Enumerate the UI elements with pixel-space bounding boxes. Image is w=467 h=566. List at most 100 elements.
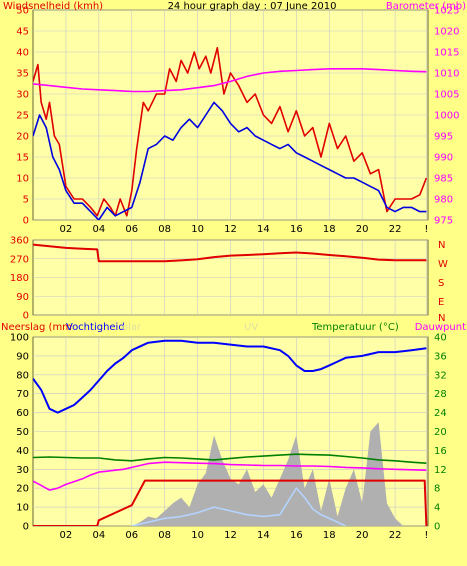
y-tick-label: 360 xyxy=(10,236,29,247)
y-tick-label: 50 xyxy=(16,6,29,17)
temperature-y-ticks: 0 4 8 12 16 20 24 28 32 36 40 xyxy=(434,333,447,533)
y2-tick-label: 1020 xyxy=(434,27,459,38)
rain-axis-label: Neerslag (mm xyxy=(1,322,72,333)
y2-tick-label: 0 xyxy=(434,522,440,533)
y2-tick-label: 990 xyxy=(434,153,453,164)
y2-tick-label: 980 xyxy=(434,195,453,206)
y-tick-label: 40 xyxy=(16,48,29,59)
y2-tick-label: 8 xyxy=(434,484,440,495)
y-tick-label: 10 xyxy=(16,174,29,185)
y-tick-label: 15 xyxy=(16,153,29,164)
barometer-y-ticks: 975 980 985 990 995 1000 1005 1010 1015 1020 1025 xyxy=(434,6,459,227)
humidity-axis-label: Vochtigheid xyxy=(66,322,125,333)
barometer-axis-label: Barometer (mb) xyxy=(386,1,466,12)
direction-series xyxy=(33,243,427,263)
y2-tick-label: 1000 xyxy=(434,111,459,122)
compass-label-east: E xyxy=(438,297,444,308)
series-neerslag xyxy=(33,479,428,526)
y-tick-label: 30 xyxy=(16,90,29,101)
x-tick-label: 20 xyxy=(356,224,369,235)
y-tick-label: 30 xyxy=(16,465,29,476)
x-tick-label: 10 xyxy=(191,530,204,541)
x-tick-label: 22 xyxy=(389,224,402,235)
y2-tick-label: 4 xyxy=(434,503,440,514)
x-tick-label: 06 xyxy=(125,530,138,541)
y-tick-label: 20 xyxy=(16,132,29,143)
x-tick-label: 20 xyxy=(356,530,369,541)
series-vochtigheid xyxy=(33,339,427,414)
rain-grid xyxy=(33,336,428,527)
y-tick-label: 90 xyxy=(16,292,29,303)
y-tick-label: 70 xyxy=(16,389,29,400)
wind-series xyxy=(33,46,428,220)
x-tick-label: 04 xyxy=(92,530,105,541)
y2-tick-label: 24 xyxy=(434,408,447,419)
x-tick-label: 12 xyxy=(224,530,237,541)
y2-tick-label: 12 xyxy=(434,465,447,476)
y-tick-label: 60 xyxy=(16,408,29,419)
y-tick-label: 0 xyxy=(23,522,29,533)
y-tick-label: 35 xyxy=(16,69,29,80)
y-tick-label: 270 xyxy=(10,254,29,265)
wind-axis-label: Windsnelheid (kmh) xyxy=(3,1,103,12)
y-tick-label: 40 xyxy=(16,446,29,457)
y2-tick-label: 975 xyxy=(434,216,453,227)
y-tick-label: 180 xyxy=(10,273,29,284)
wind-direction-panel: 0 90 180 270 360 N W S E N xyxy=(10,236,448,325)
y2-tick-label: 32 xyxy=(434,370,447,381)
y-tick-label: 100 xyxy=(10,333,29,344)
x-ticks-bottom: 02 04 06 08 10 12 14 16 18 20 22! xyxy=(60,530,429,541)
x-tick-label: 10 xyxy=(191,224,204,235)
uv-axis-label: UV xyxy=(244,322,258,333)
y-tick-label: 90 xyxy=(16,351,29,362)
y-tick-label: 0 xyxy=(23,311,29,322)
x-tick-label: 16 xyxy=(290,530,303,541)
y2-tick-label: 16 xyxy=(434,446,447,457)
y2-tick-label: 20 xyxy=(434,427,447,438)
y2-tick-label: 1015 xyxy=(434,48,459,59)
x-tick-label: 18 xyxy=(323,530,336,541)
y2-tick-label: 1025 xyxy=(434,6,459,17)
y-tick-label: 80 xyxy=(16,370,29,381)
y2-tick-label: 1005 xyxy=(434,90,459,101)
y2-tick-label: 36 xyxy=(434,351,447,362)
compass-label-north-top: N xyxy=(438,240,445,251)
x-tick-label: 14 xyxy=(257,224,270,235)
direction-y-ticks: 0 90 180 270 360 xyxy=(10,236,29,322)
compass-label-south: S xyxy=(438,278,444,289)
dewpoint-axis-label: Dauwpunt xyxy=(415,322,466,333)
rain-series xyxy=(33,339,428,526)
x-tick-label: 02 xyxy=(60,224,73,235)
series-solar xyxy=(131,422,404,526)
humidity-y-ticks: 0 10 20 30 40 50 60 70 80 90 100 xyxy=(10,333,29,533)
series-dauwpunt xyxy=(33,461,427,491)
series-temperatuur xyxy=(33,453,427,464)
y2-tick-label: 28 xyxy=(434,389,447,400)
x-tick-label: 08 xyxy=(158,530,171,541)
x-tick-label: 04 xyxy=(92,224,105,235)
y-tick-label: 50 xyxy=(16,427,29,438)
y2-tick-label: 1010 xyxy=(434,69,459,80)
y-tick-label: 45 xyxy=(16,27,29,38)
compass-label-west: W xyxy=(438,259,448,270)
x-tick-label: 08 xyxy=(158,224,171,235)
series-gem-windsnelheid xyxy=(33,101,427,220)
x-tick-label: 22 xyxy=(389,530,402,541)
x-tick-label: 06 xyxy=(125,224,138,235)
x-tick-label: ! xyxy=(424,224,428,235)
x-tick-label: 14 xyxy=(257,530,270,541)
compass-label-north-bottom: N xyxy=(438,313,445,324)
temperature-axis-label: Temperatuur (°C) xyxy=(311,322,399,333)
x-tick-label: 18 xyxy=(323,224,336,235)
series-uv xyxy=(131,487,347,526)
y-tick-label: 0 xyxy=(23,216,29,227)
solar-axis-label: olar xyxy=(122,322,142,333)
y-tick-label: 10 xyxy=(16,503,29,514)
y-tick-label: 25 xyxy=(16,111,29,122)
series-windsnelheid xyxy=(33,46,428,217)
y2-tick-label: 40 xyxy=(434,333,447,344)
